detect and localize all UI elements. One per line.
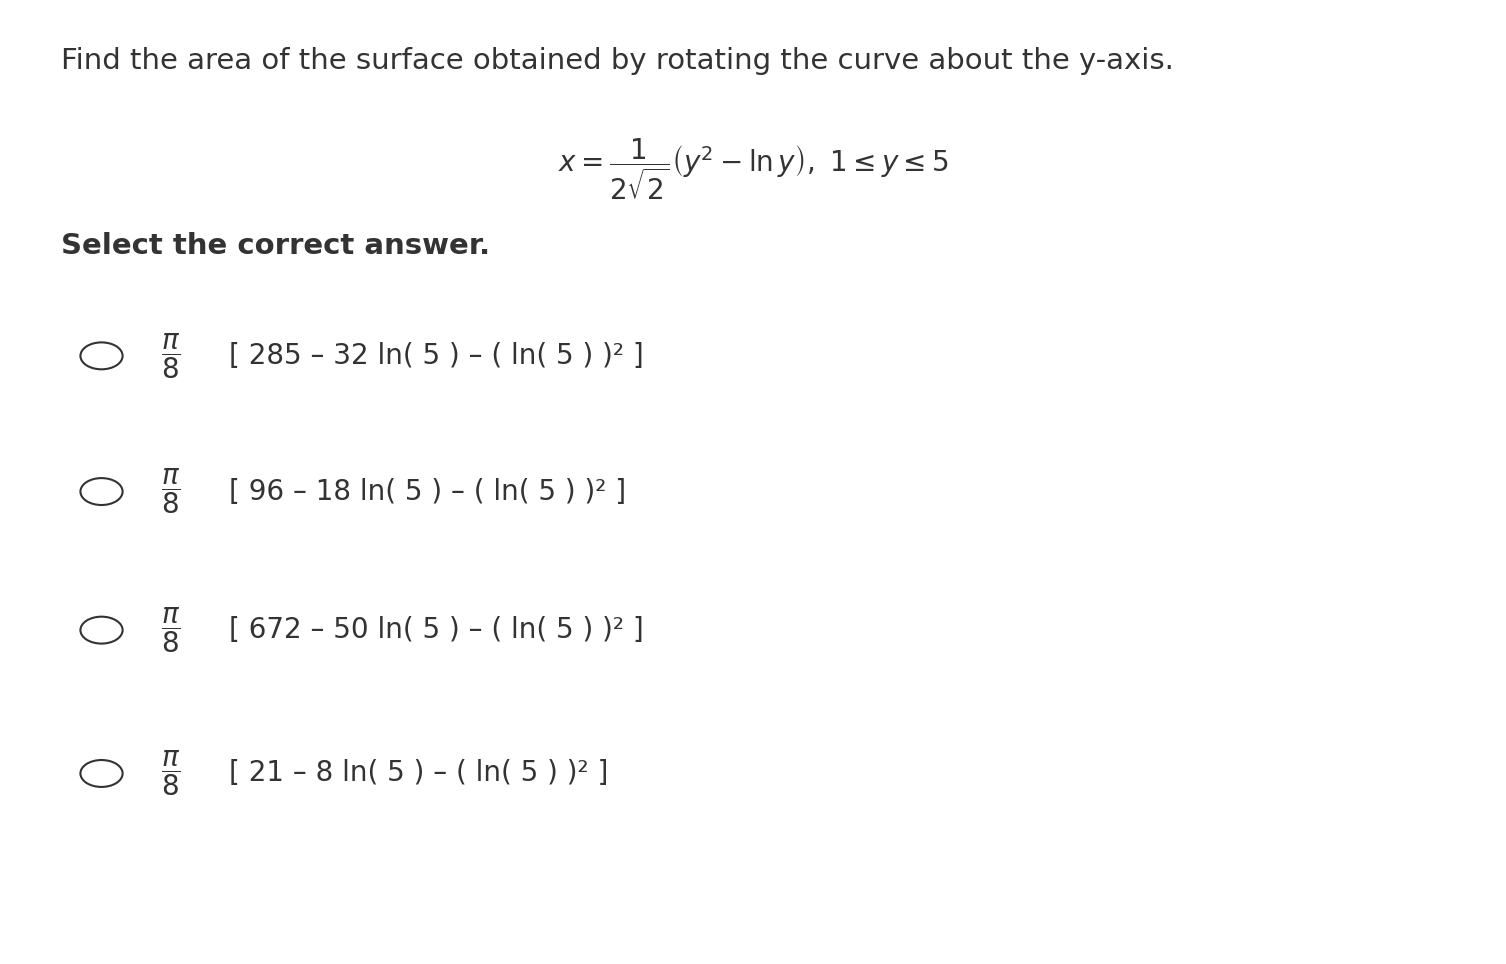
Text: [ 285 – 32 ln( 5 ) – ( ln( 5 ) )² ]: [ 285 – 32 ln( 5 ) – ( ln( 5 ) )² ] — [229, 342, 643, 370]
Text: Find the area of the surface obtained by rotating the curve about the y-axis.: Find the area of the surface obtained by… — [62, 47, 1175, 75]
Text: [ 21 – 8 ln( 5 ) – ( ln( 5 ) )² ]: [ 21 – 8 ln( 5 ) – ( ln( 5 ) )² ] — [229, 760, 608, 788]
Text: $\dfrac{\pi}{8}$: $\dfrac{\pi}{8}$ — [161, 467, 181, 517]
Text: Select the correct answer.: Select the correct answer. — [62, 231, 491, 259]
Text: $\dfrac{\pi}{8}$: $\dfrac{\pi}{8}$ — [161, 749, 181, 798]
Text: $x = \dfrac{1}{2\sqrt{2}}\left(y^{2} - \mathrm{ln}\, y\right)$$,\ 1 \leq y \leq : $x = \dfrac{1}{2\sqrt{2}}\left(y^{2} - \… — [557, 136, 949, 201]
Text: [ 96 – 18 ln( 5 ) – ( ln( 5 ) )² ]: [ 96 – 18 ln( 5 ) – ( ln( 5 ) )² ] — [229, 477, 626, 505]
Text: $\dfrac{\pi}{8}$: $\dfrac{\pi}{8}$ — [161, 331, 181, 381]
Text: [ 672 – 50 ln( 5 ) – ( ln( 5 ) )² ]: [ 672 – 50 ln( 5 ) – ( ln( 5 ) )² ] — [229, 616, 643, 644]
Text: $\dfrac{\pi}{8}$: $\dfrac{\pi}{8}$ — [161, 605, 181, 655]
